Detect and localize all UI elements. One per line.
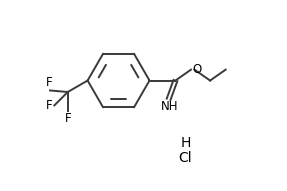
Text: NH: NH (161, 100, 178, 113)
Text: Cl: Cl (179, 151, 192, 165)
Text: H: H (180, 136, 191, 150)
Text: F: F (46, 99, 53, 112)
Text: F: F (46, 76, 52, 89)
Text: F: F (65, 112, 72, 125)
Text: O: O (192, 63, 201, 76)
